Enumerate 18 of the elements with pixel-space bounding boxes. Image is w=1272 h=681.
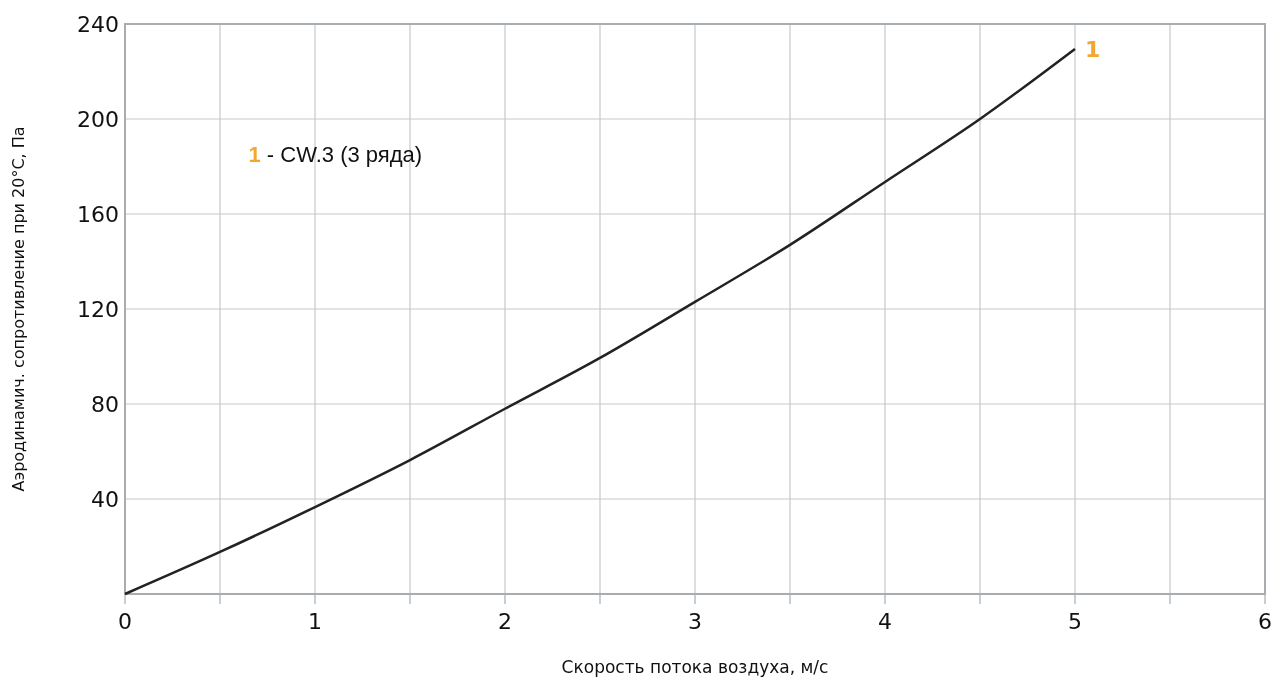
y-tick-label: 40 — [91, 487, 119, 512]
line-series — [123, 47, 1077, 596]
series-label: 1 — [1085, 36, 1101, 62]
y-tick-label: 120 — [77, 297, 119, 322]
x-tick-label: 5 — [1068, 609, 1082, 634]
y-tick-label: 240 — [77, 12, 119, 37]
x-tick-label: 2 — [498, 609, 512, 634]
x-tick-label: 0 — [118, 609, 132, 634]
y-tick-label: 200 — [77, 107, 119, 132]
x-tick-label: 4 — [878, 609, 892, 634]
annotation: 1 - CW.3 (3 ряда) — [248, 141, 423, 167]
x-tick-label: 6 — [1258, 609, 1272, 634]
y-axis-title: Аэродинамич. сопротивление при 20°С, Па — [9, 126, 28, 492]
y-tick-label: 160 — [77, 202, 119, 227]
y-tick-label: 80 — [91, 392, 119, 417]
x-tick-label: 3 — [688, 609, 702, 634]
x-tick-label: 1 — [308, 609, 322, 634]
x-axis-title: Скорость потока воздуха, м/с — [561, 657, 829, 677]
